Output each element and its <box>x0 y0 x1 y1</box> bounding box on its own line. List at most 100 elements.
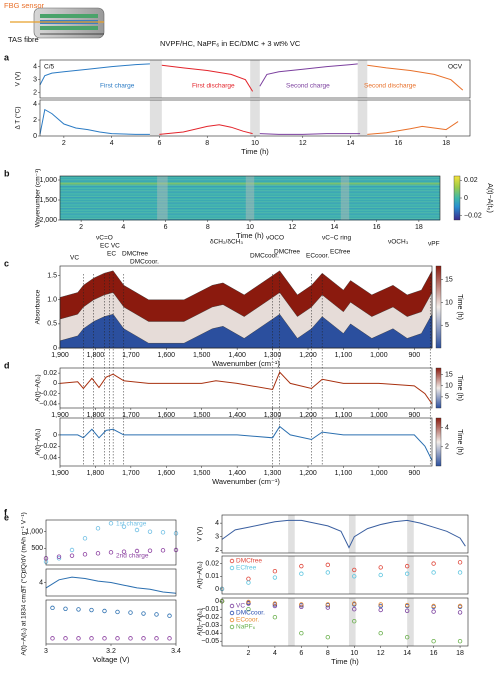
data-point <box>128 610 133 615</box>
x-tick-label: 10 <box>350 650 358 657</box>
y-tick-label: 3 <box>33 76 37 83</box>
heatmap-stripe <box>60 184 440 187</box>
x-tick-label: 14 <box>403 650 411 657</box>
data-point <box>378 572 383 578</box>
data-point <box>404 571 410 576</box>
data-point <box>246 576 251 581</box>
x-tick-label: 6 <box>164 224 168 231</box>
data-point <box>404 635 410 640</box>
y-tick-label: −0.04 <box>39 454 57 461</box>
x-tick-label: 1,800 <box>87 352 105 359</box>
data-point <box>431 603 436 609</box>
heatmap-stripe <box>60 191 440 193</box>
y-tick-label: 1,000 <box>25 529 43 536</box>
ocv-band <box>407 598 414 646</box>
ocv-band <box>149 60 162 98</box>
data-line <box>60 425 433 461</box>
y-tick-label: 4 <box>215 520 219 527</box>
y-tick-label: 2 <box>33 117 37 124</box>
panel-letter: e <box>4 512 9 522</box>
data-line <box>259 63 358 87</box>
heatmap-stripe <box>60 179 440 181</box>
y-axis-label: V (V) <box>197 527 204 542</box>
data-line <box>39 108 150 135</box>
ocv-band <box>348 515 356 553</box>
x-tick-label: 14 <box>331 224 339 231</box>
data-point <box>95 526 101 531</box>
x-tick-label: 1,000 <box>370 352 388 359</box>
ocv-band <box>407 556 414 594</box>
x-tick-label: 2 <box>79 224 83 231</box>
y-tick-label: 0 <box>215 598 219 605</box>
data-point <box>352 607 357 612</box>
data-point <box>115 636 120 641</box>
data-point <box>134 548 140 554</box>
data-point <box>272 615 278 620</box>
annotation: νOCH₃ <box>388 239 409 246</box>
data-point <box>378 602 383 607</box>
y-tick-label: 2 <box>215 547 219 554</box>
data-point <box>115 609 120 615</box>
x-tick-label: 1,900 <box>51 412 69 419</box>
cell-illustration <box>10 7 105 39</box>
data-point <box>352 567 357 573</box>
x-tick-label: 1,400 <box>228 352 246 359</box>
data-line <box>59 371 433 405</box>
y-axis-label: Δ T (°C) <box>14 106 22 129</box>
data-point <box>108 521 114 526</box>
data-point <box>76 636 81 641</box>
y-tick-label: −0.04 <box>201 630 219 637</box>
x-tick-label: 1,200 <box>299 470 317 477</box>
data-point <box>154 636 159 641</box>
y-tick-label: 2,000 <box>39 217 57 224</box>
x-tick-label: 900 <box>408 412 420 419</box>
legend-marker <box>229 558 235 564</box>
x-tick-label: 900 <box>408 470 420 477</box>
data-point <box>431 609 436 614</box>
x-tick-label: 14 <box>347 140 355 147</box>
plot-frame <box>45 599 177 645</box>
x-tick-label: 1,500 <box>193 470 211 477</box>
x-tick-label: 16 <box>373 224 381 231</box>
heatmap-stripe <box>60 194 440 197</box>
annotation: νC−C ring <box>322 235 351 242</box>
data-point <box>63 606 68 611</box>
heatmap-stripe <box>60 178 440 180</box>
heatmap-stripe <box>60 204 440 206</box>
legend-marker <box>229 610 235 616</box>
x-tick-label: 8 <box>326 650 330 657</box>
annotation: δCH₂/δCH₃ <box>210 239 243 246</box>
x-tick-label: 4 <box>110 140 114 147</box>
data-point <box>246 580 251 585</box>
heatmap-stripe <box>60 180 440 182</box>
x-tick-label: 8 <box>206 224 210 231</box>
x-tick-label: 18 <box>415 224 423 231</box>
x-tick-label: 1,700 <box>122 352 140 359</box>
y-tick-label: 0 <box>33 133 37 140</box>
data-point <box>404 603 410 608</box>
annotation: VC <box>70 255 79 262</box>
ocv-band <box>288 556 295 594</box>
ocv-band <box>407 515 414 553</box>
data-point <box>272 575 278 580</box>
colorbar-tick-label: −0.02 <box>464 212 482 219</box>
data-point <box>378 565 383 570</box>
data-point <box>431 570 436 575</box>
x-tick-label: 900 <box>408 352 420 359</box>
heatmap-stripe <box>60 205 440 208</box>
plot-frame <box>59 417 433 467</box>
ocv-band <box>245 176 255 220</box>
data-point <box>63 636 68 641</box>
annotation: DMCcoor. <box>130 259 159 266</box>
data-point <box>76 607 81 612</box>
y-axis-label: Absorbance <box>35 289 42 324</box>
heatmap-stripe <box>60 189 440 191</box>
annotation: νPF <box>428 241 440 248</box>
heatmap-stripe <box>60 210 440 212</box>
x-tick-label: 3 <box>44 648 48 655</box>
ocv-band <box>157 176 168 220</box>
heatmap-stripe <box>60 192 440 194</box>
heatmap-stripe <box>60 188 440 190</box>
x-tick-label: 1,900 <box>51 352 69 359</box>
data-point <box>82 552 88 557</box>
